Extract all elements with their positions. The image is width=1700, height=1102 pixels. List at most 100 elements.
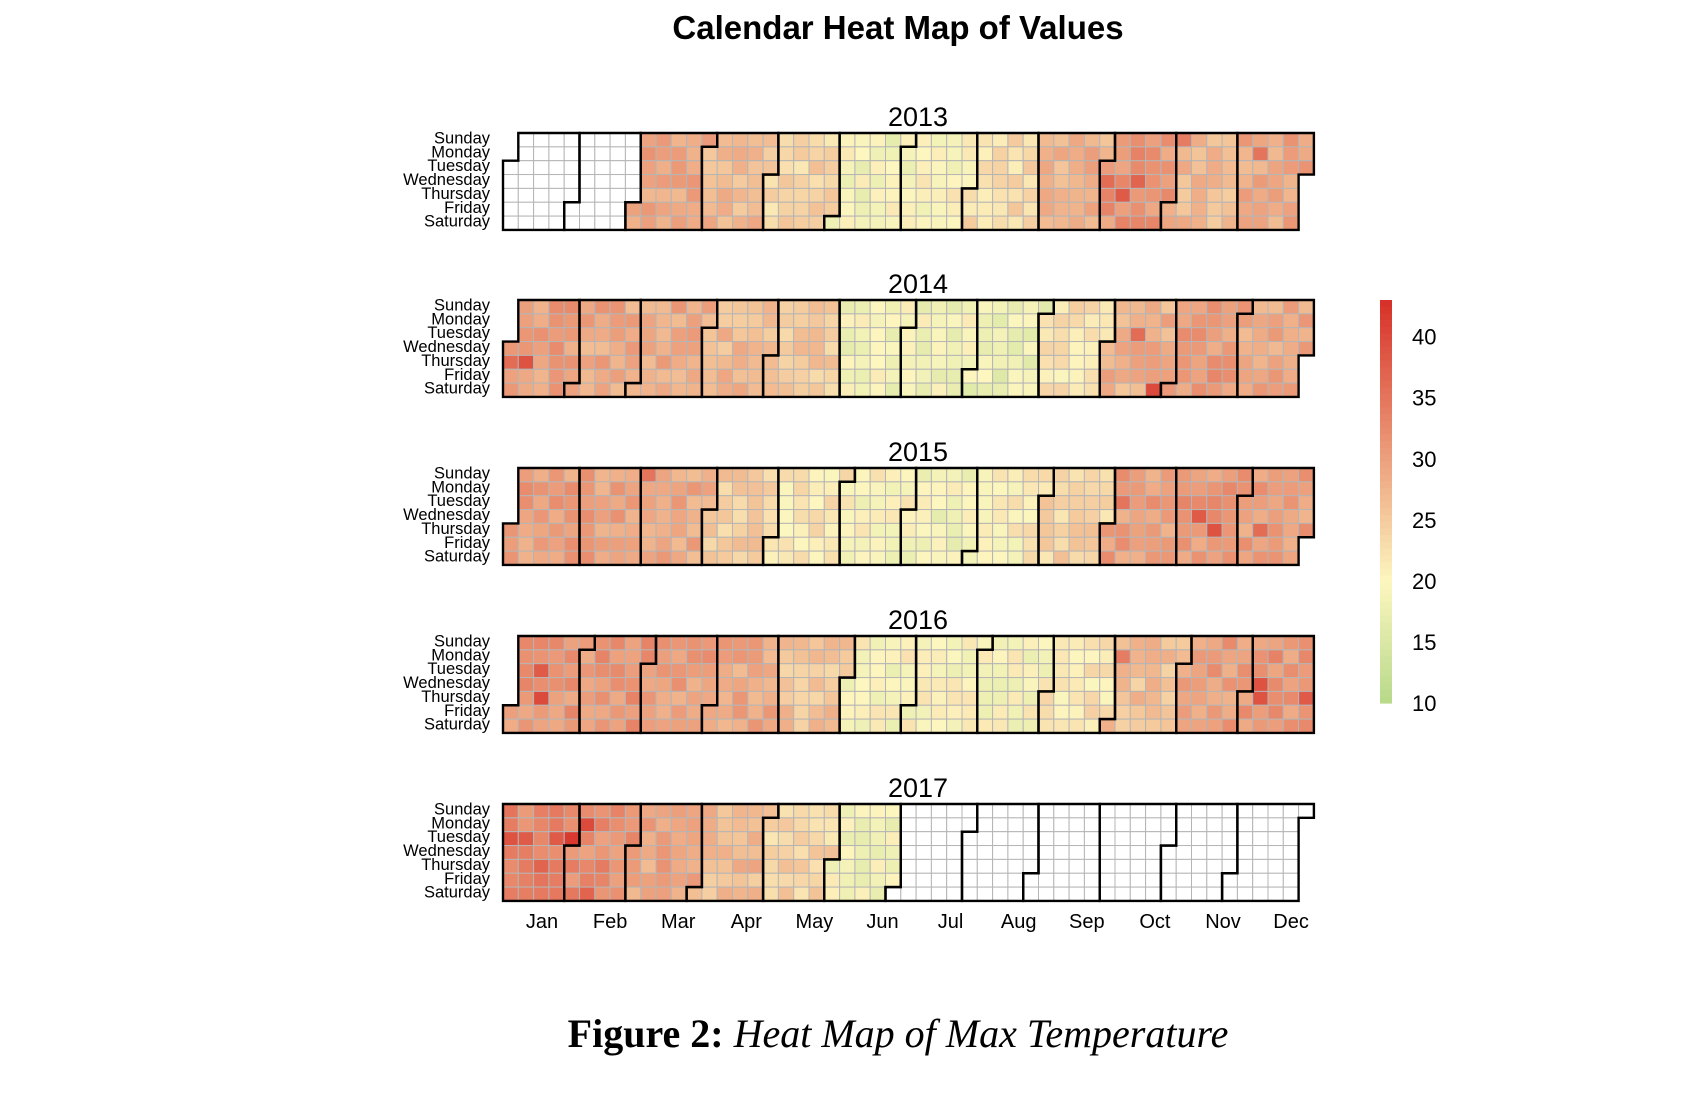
day-cell	[946, 495, 963, 511]
day-cell	[1038, 495, 1055, 511]
figure-caption: Figure 2: Heat Map of Max Temperature	[0, 1010, 1700, 1057]
day-cell	[992, 704, 1009, 720]
weekday-label-wednesday: Wednesday	[403, 842, 491, 860]
day-cell	[1298, 690, 1315, 706]
day-cell	[869, 872, 887, 888]
day-cell	[1236, 354, 1254, 370]
day-cell	[961, 313, 978, 329]
day-cell	[1129, 536, 1147, 552]
day-cell	[1221, 872, 1238, 888]
day-cell	[640, 635, 657, 651]
day-cell	[517, 299, 535, 315]
day-cell	[579, 495, 596, 511]
day-cell	[793, 704, 810, 720]
day-cell	[1053, 550, 1070, 566]
day-cell	[1068, 649, 1085, 665]
day-cell	[1038, 886, 1055, 902]
day-cell	[823, 341, 841, 356]
day-cell	[961, 817, 978, 833]
day-cell	[609, 215, 626, 231]
day-cell	[1099, 299, 1116, 315]
day-cell	[1298, 522, 1315, 538]
day-cell	[1053, 160, 1070, 176]
colorbar-segment	[1380, 488, 1392, 496]
day-cell	[1053, 368, 1070, 384]
day-cell	[624, 872, 642, 888]
day-cell	[915, 803, 932, 819]
day-cell	[762, 817, 779, 833]
day-cell	[793, 635, 810, 651]
day-cell	[1114, 174, 1131, 189]
day-cell	[961, 803, 978, 819]
day-cell	[762, 327, 779, 343]
day-cell	[1053, 536, 1070, 552]
day-cell	[747, 382, 764, 398]
day-cell	[793, 299, 810, 315]
day-cell	[1236, 174, 1254, 189]
day-cell	[1298, 718, 1315, 734]
day-cell	[946, 649, 963, 665]
day-cell	[594, 858, 611, 874]
day-cell	[594, 677, 611, 692]
day-cell	[1206, 635, 1223, 651]
day-cell	[1145, 368, 1162, 384]
day-cell	[1191, 299, 1208, 315]
day-cell	[563, 132, 581, 148]
day-cell	[1114, 831, 1131, 847]
day-cell	[1252, 132, 1269, 148]
day-cell	[624, 690, 642, 706]
day-cell	[624, 495, 642, 511]
colorbar-segment	[1380, 414, 1392, 422]
day-cell	[1129, 509, 1147, 524]
day-cell	[1206, 132, 1223, 148]
day-cell	[762, 382, 779, 398]
day-cell	[1160, 215, 1177, 231]
day-cell	[1221, 817, 1238, 833]
day-cell	[1236, 886, 1254, 902]
day-cell	[1099, 354, 1116, 370]
day-cell	[1236, 663, 1254, 679]
day-cell	[1007, 174, 1024, 189]
day-cell	[793, 550, 810, 566]
colorbar-segment	[1380, 441, 1392, 449]
day-cell	[1083, 146, 1101, 162]
month-label-mar: Mar	[661, 911, 696, 933]
day-cell	[1068, 886, 1085, 902]
day-cell	[716, 649, 734, 665]
day-cell	[686, 649, 703, 665]
day-cell	[777, 817, 795, 833]
day-cell	[1236, 845, 1254, 860]
day-cell	[594, 509, 611, 524]
colorbar-segment	[1380, 696, 1392, 704]
day-cell	[1083, 382, 1101, 398]
day-cell	[1083, 536, 1101, 552]
year-label-2014: 2014	[888, 269, 948, 299]
day-cell	[854, 803, 871, 819]
day-cell	[992, 718, 1009, 734]
day-cell	[946, 299, 963, 315]
day-cell	[548, 831, 565, 847]
day-cell	[1145, 382, 1162, 398]
day-cell	[823, 382, 841, 398]
day-cell	[885, 132, 902, 148]
day-cell	[1068, 536, 1085, 552]
day-cell	[1191, 215, 1208, 231]
day-cell	[517, 313, 535, 329]
day-cell	[992, 550, 1009, 566]
day-cell	[701, 368, 718, 384]
day-cell	[900, 522, 917, 538]
day-cell	[732, 201, 749, 217]
day-cell	[1191, 522, 1208, 538]
day-cell	[1129, 803, 1147, 819]
day-cell	[1267, 215, 1284, 231]
day-cell	[762, 704, 779, 720]
day-cell	[533, 299, 550, 315]
day-cell	[869, 803, 887, 819]
day-cell	[670, 341, 688, 356]
day-cell	[1221, 845, 1238, 860]
day-cell	[808, 858, 825, 874]
day-cell	[1282, 831, 1300, 847]
day-cell	[624, 663, 642, 679]
day-cell	[762, 132, 779, 148]
day-cell	[533, 481, 550, 497]
